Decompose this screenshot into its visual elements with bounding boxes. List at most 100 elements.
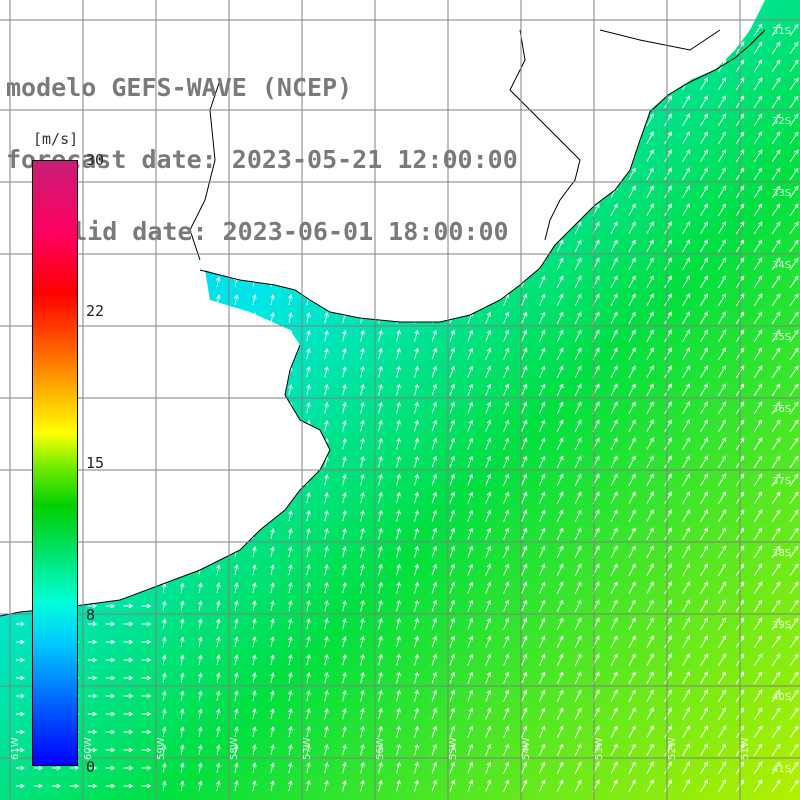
wind-arrow xyxy=(700,617,709,631)
wind-arrow xyxy=(646,275,654,289)
wind-arrow xyxy=(288,600,293,612)
wind-arrow xyxy=(414,617,419,630)
wind-arrow xyxy=(431,617,438,630)
wind-arrow xyxy=(538,635,546,648)
wind-arrow xyxy=(789,779,799,793)
wind-arrow xyxy=(431,383,438,396)
wind-arrow xyxy=(771,527,781,541)
wind-arrow xyxy=(717,491,727,505)
wind-arrow xyxy=(360,653,365,666)
wind-arrow xyxy=(123,621,134,627)
wind-arrow xyxy=(574,401,582,414)
wind-arrow xyxy=(610,725,618,739)
wind-arrow xyxy=(700,689,709,703)
wind-arrow xyxy=(610,635,618,649)
wind-arrow xyxy=(753,275,763,289)
wind-arrow xyxy=(521,473,528,486)
wind-arrow xyxy=(628,689,636,703)
longitude-label: 58W xyxy=(229,737,240,760)
wind-arrow xyxy=(717,347,727,361)
wind-arrow xyxy=(771,149,781,163)
wind-arrow xyxy=(682,779,690,793)
wind-arrow xyxy=(700,149,709,163)
wind-arrow xyxy=(342,689,347,702)
wind-arrow xyxy=(556,275,564,288)
colorbar-tick-30: 30 xyxy=(86,151,105,169)
wind-arrow xyxy=(717,509,727,523)
wind-arrow xyxy=(717,473,727,487)
wind-arrow xyxy=(538,455,546,468)
wind-arrow xyxy=(682,401,690,415)
wind-arrow xyxy=(378,689,383,702)
wind-arrow xyxy=(141,711,152,717)
wind-arrow xyxy=(717,599,727,613)
wind-arrow xyxy=(753,491,763,505)
wind-arrow xyxy=(753,167,763,181)
wind-arrow xyxy=(141,639,152,645)
wind-arrow xyxy=(360,455,365,468)
longitude-label: 59W xyxy=(156,737,167,760)
wind-arrow xyxy=(360,329,365,342)
latitude-label: 37S xyxy=(772,476,791,487)
wind-arrow xyxy=(449,635,456,648)
wind-arrow xyxy=(396,617,401,630)
wind-arrow xyxy=(789,527,799,541)
wind-arrow xyxy=(610,743,618,757)
wind-arrow xyxy=(360,635,365,648)
wind-arrow xyxy=(503,419,510,432)
wind-arrow xyxy=(414,419,419,432)
wind-arrow xyxy=(467,491,474,504)
wind-arrow xyxy=(414,653,419,666)
wind-arrow xyxy=(682,563,690,577)
wind-arrow xyxy=(700,725,709,739)
wind-arrow xyxy=(105,711,116,717)
wind-arrow xyxy=(503,437,510,450)
wind-arrow xyxy=(288,672,293,684)
wind-arrow xyxy=(161,726,167,737)
wind-arrow xyxy=(753,653,763,667)
wind-arrow xyxy=(700,635,709,649)
wind-arrow xyxy=(717,293,727,307)
wind-arrow xyxy=(342,527,347,540)
wind-arrow xyxy=(664,149,672,163)
wind-arrow xyxy=(538,365,546,378)
wind-arrow xyxy=(288,294,293,306)
wind-arrow xyxy=(538,563,546,576)
wind-arrow xyxy=(610,329,618,343)
wind-arrow xyxy=(396,401,401,414)
wind-arrow xyxy=(431,491,438,504)
wind-arrow xyxy=(753,293,763,307)
wind-arrow xyxy=(574,563,582,576)
wind-arrow xyxy=(431,725,438,738)
latitude-label: 33S xyxy=(772,188,791,199)
wind-arrow xyxy=(396,509,401,522)
wind-arrow xyxy=(789,653,799,667)
wind-arrow xyxy=(216,654,221,665)
wind-arrow xyxy=(414,707,419,720)
wind-arrow xyxy=(234,708,239,719)
wind-arrow xyxy=(234,744,239,755)
wind-arrow xyxy=(789,149,799,163)
wind-arrow xyxy=(646,509,654,523)
wind-arrow xyxy=(682,689,690,703)
wind-arrow xyxy=(538,581,546,594)
wind-arrow xyxy=(485,635,492,648)
wind-arrow xyxy=(324,491,329,504)
wind-arrow xyxy=(234,582,239,593)
wind-arrow xyxy=(789,761,799,775)
wind-arrow xyxy=(15,675,26,681)
wind-arrow xyxy=(628,509,636,523)
wind-arrow xyxy=(628,203,636,217)
wind-arrow xyxy=(610,275,618,289)
wind-arrow xyxy=(324,653,329,666)
wind-arrow xyxy=(682,257,690,271)
wind-arrow xyxy=(324,743,329,756)
wind-arrow xyxy=(342,563,347,576)
wind-arrow xyxy=(15,747,26,753)
wind-arrow xyxy=(15,657,26,663)
wind-arrow xyxy=(69,765,80,771)
wind-arrow xyxy=(646,311,654,325)
wind-arrow xyxy=(556,239,564,252)
wind-arrow xyxy=(270,312,275,324)
wind-arrow xyxy=(610,257,618,271)
